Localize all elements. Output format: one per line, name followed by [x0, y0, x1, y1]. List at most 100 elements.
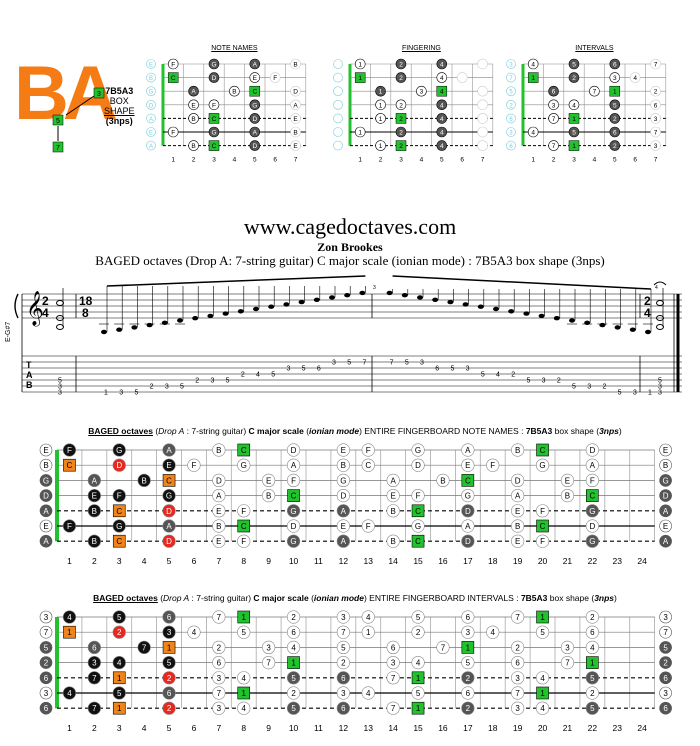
- mini-root-marker: [208, 140, 220, 151]
- mini-note-label: 5: [613, 102, 617, 109]
- note-label: 7: [515, 613, 520, 622]
- note-label: C: [241, 522, 247, 531]
- note-marker: [212, 701, 226, 715]
- tab-fret: 5: [481, 372, 485, 379]
- note-marker: [87, 489, 101, 503]
- note-marker: [461, 686, 475, 700]
- fret24-label: 7: [663, 628, 668, 637]
- note-marker: [511, 473, 525, 488]
- note-label: C: [540, 446, 546, 455]
- fret-number: 21: [563, 556, 573, 566]
- fret24-label: 3: [663, 613, 668, 622]
- note-marker: [62, 686, 77, 700]
- note-label: E: [341, 446, 346, 455]
- tab-label-a: A: [26, 370, 33, 380]
- fret24-marker: [659, 610, 672, 624]
- note-marker: [511, 489, 525, 503]
- mini-fret-number: 2: [192, 157, 196, 164]
- open-string-marker: [39, 686, 53, 700]
- root-note-marker: [112, 504, 126, 518]
- note-label: G: [415, 522, 421, 531]
- note-label: D: [116, 461, 122, 470]
- mini-note-label: 4: [440, 143, 444, 150]
- note-label: B: [440, 476, 445, 485]
- note-label: E: [341, 522, 346, 531]
- mini-note-marker: [477, 58, 488, 70]
- board-title: BAGED octaves (Drop A : 7-string guitar)…: [10, 593, 700, 603]
- mini-open-label: D: [149, 103, 154, 109]
- mini-root-marker: [395, 140, 407, 151]
- note-marker: [535, 625, 550, 639]
- note-marker: [461, 701, 475, 715]
- mini-root-marker: [568, 140, 580, 151]
- note-label: 6: [391, 643, 396, 652]
- mini-note-label: 1: [358, 75, 362, 82]
- note-marker: [585, 458, 599, 472]
- note-marker: [511, 504, 525, 518]
- note-marker: [212, 671, 226, 685]
- note-marker: [112, 625, 126, 639]
- tab-fret: 3: [466, 366, 470, 373]
- board-title-part: (: [152, 426, 159, 436]
- mini-note-marker: [249, 99, 261, 111]
- mini-note-label: 4: [440, 102, 444, 109]
- tab-fret: 5: [180, 384, 184, 391]
- note-marker: [361, 686, 375, 700]
- fret-number: 15: [413, 723, 423, 733]
- note-label: 5: [341, 643, 346, 652]
- mini-note-marker: [609, 58, 621, 70]
- open-string-label: 3: [44, 613, 49, 622]
- note-marker: [212, 519, 226, 533]
- mini-note-label: 1: [358, 130, 362, 137]
- mini-note-marker: [188, 99, 199, 111]
- note-marker: [62, 519, 77, 533]
- open-string-marker: [39, 474, 53, 487]
- fret-number: 13: [364, 556, 374, 566]
- mini-root-marker: [208, 113, 220, 124]
- mini-note-label: C: [171, 75, 176, 82]
- tab-label-t: T: [26, 360, 32, 370]
- mini-note-marker: [436, 113, 448, 124]
- note-label: 2: [217, 643, 222, 652]
- note-label: C: [241, 446, 247, 455]
- note-label: D: [465, 507, 471, 516]
- mini-note-marker: [589, 85, 600, 97]
- mini-note-marker: [208, 72, 220, 83]
- note-marker: [386, 701, 400, 715]
- fret24-label: 6: [663, 674, 668, 683]
- mini-note-marker: [527, 126, 539, 138]
- note-marker: [162, 655, 176, 670]
- board-title-part: 3nps: [594, 593, 615, 603]
- fret-number: 5: [167, 723, 172, 733]
- mini-panel-fingers: 1 2 4 1 2 4 1 3 4 1 2 4 1 2 4 1 2 4 1 2 4 1 2 3 4 5 6 7: [333, 58, 494, 164]
- mini-note-label: A: [293, 102, 298, 109]
- mini-open-marker: [506, 113, 516, 124]
- site-title[interactable]: www.cagedoctaves.com: [243, 214, 457, 239]
- tuning-label: E-G#7: [5, 322, 12, 342]
- note-label: C: [67, 461, 73, 470]
- root-note-marker: [112, 534, 126, 548]
- note-marker: [560, 489, 575, 503]
- tab-fret: 3: [658, 390, 662, 397]
- note-label: 7: [92, 704, 97, 713]
- note-marker: [162, 610, 176, 624]
- logo-marker-label: 7: [56, 145, 60, 152]
- board-title-part: C major scale: [248, 426, 304, 436]
- note-label: F: [241, 537, 246, 546]
- tab-fret: 4: [256, 372, 260, 379]
- open-string-label: 7: [44, 628, 49, 637]
- fret-number: 18: [488, 723, 498, 733]
- note-label: 1: [416, 704, 421, 713]
- note-marker: [286, 443, 301, 457]
- mini-note-marker: [650, 58, 661, 70]
- note-marker: [386, 473, 400, 488]
- mini-note-label: B: [232, 89, 236, 96]
- fret-number: 3: [117, 556, 122, 566]
- time-sig3-top: 2: [644, 294, 651, 308]
- note-label: 1: [117, 704, 122, 713]
- note-marker: [286, 504, 301, 518]
- mini-note-label: F: [212, 102, 216, 109]
- note-label: 7: [92, 674, 97, 683]
- mini-note-marker: [249, 140, 261, 151]
- mini-note-label: 1: [379, 116, 383, 123]
